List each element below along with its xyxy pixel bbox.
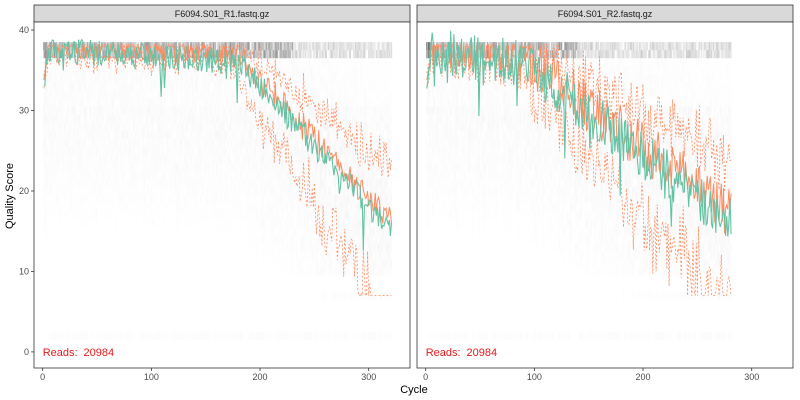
panel-1-reads-label: Reads: [43,347,78,359]
panel-2-strip-label: F6094.S01_R2.fastq.gz [558,9,653,19]
y-axis-title: Quality Score [4,163,16,229]
y-tick-label: 30 [19,106,29,116]
panel-1-heat-row [285,267,392,276]
panel-1-border [33,21,411,369]
y-tick-label: 40 [19,25,29,35]
panel-2-heat-row [426,146,732,155]
panel-2-heat-row [599,291,732,300]
panel-1-heat-row [43,203,393,212]
panel-2: F6094.S01_R2.fastq.gz Reads: 20984 0 100 200 3… [416,4,794,382]
panel-1-x-tick-label: 300 [361,372,376,382]
panel-1-heat-row [43,130,393,139]
x-axis-title: Cycle [400,384,428,396]
panel-1-heat-row [44,211,393,220]
panel-2-x-tick-label: 200 [636,372,651,382]
panel-2-heat-row [428,130,732,139]
panel-1-reads-annotation: Reads: 20984 [43,347,114,359]
panel-1-heat-row [44,82,392,91]
panel-1-heat-row [43,74,393,83]
panel-1-heat-row [43,219,393,228]
panel-1-quartile-25-line [43,51,392,297]
panel-1-heat-row [45,227,391,236]
panel-1-heat-row [252,243,393,252]
panel-2-reads-count: 20984 [467,347,498,359]
panel-2-heat-row [457,227,732,236]
panel-2-x-tick-label: 100 [527,372,542,382]
panel-2-heat-row [563,259,732,268]
panel-1-heat-row [43,195,393,204]
panel-1-x-tick-label: 0 [40,372,45,382]
panel-2-heat-row [426,203,732,212]
panel-1-heat-row [262,251,392,260]
panel-1-x-tick-label: 200 [253,372,268,382]
panel-1-heat-row [43,138,393,147]
panel-2-heat-row [541,251,731,260]
panel-2-heat-row [426,138,732,147]
panel-1-strip-label: F6094.S01_R1.fastq.gz [175,9,270,19]
panel-2-heat-row [574,267,732,276]
panel-1-heat-row [43,106,393,115]
panel-1-heat-row [43,162,393,171]
panel-1-heat-row [43,186,393,195]
panel-2-border [416,21,794,369]
y-tick-label: 20 [19,186,29,196]
panel-1-heat-row [43,90,393,99]
panel-2-heat-row [427,235,731,244]
panel-1-heat-row [43,178,393,187]
panel-1-heat-row [43,114,393,123]
panel-2-heat-row [426,106,732,115]
panel-2-heat-row [426,331,732,340]
panel-2-heat-row [426,42,732,51]
panel-2-heat-row [426,211,732,220]
panel-2-median-line [426,45,732,234]
panel-2-reads-annotation: Reads: 20984 [426,347,497,359]
panel-1-heat-row [43,331,393,340]
panel-2-heat-row [426,186,732,195]
panel-2-heat-row [426,170,732,179]
panel-2-heat-row [426,98,732,107]
panel-1-heat-row [43,170,393,179]
panel-1-mean-line [43,38,393,250]
panel-2-x-tick-label: 0 [423,372,428,382]
panel-2-x-tick-label: 300 [744,372,759,382]
panel-2-reads-label: Reads: [426,347,461,359]
panel-1-plot-area [43,38,393,340]
panel-1-background [34,22,410,368]
panel-2-heat-row [427,90,732,99]
panel-1-reads-count: 20984 [84,347,115,359]
panel-2-plot-area [426,30,732,340]
panel-2-heat-row [426,219,732,228]
y-tick-label: 10 [19,266,29,276]
panel-1-heat-row [43,146,393,155]
panel-2-mean-line [426,30,732,237]
panel-2-quartile-25-line [426,52,732,297]
y-tick-label: 0 [24,347,29,357]
panel-1-x-tick-label: 100 [144,372,159,382]
panel-1-heat-row [43,98,393,107]
